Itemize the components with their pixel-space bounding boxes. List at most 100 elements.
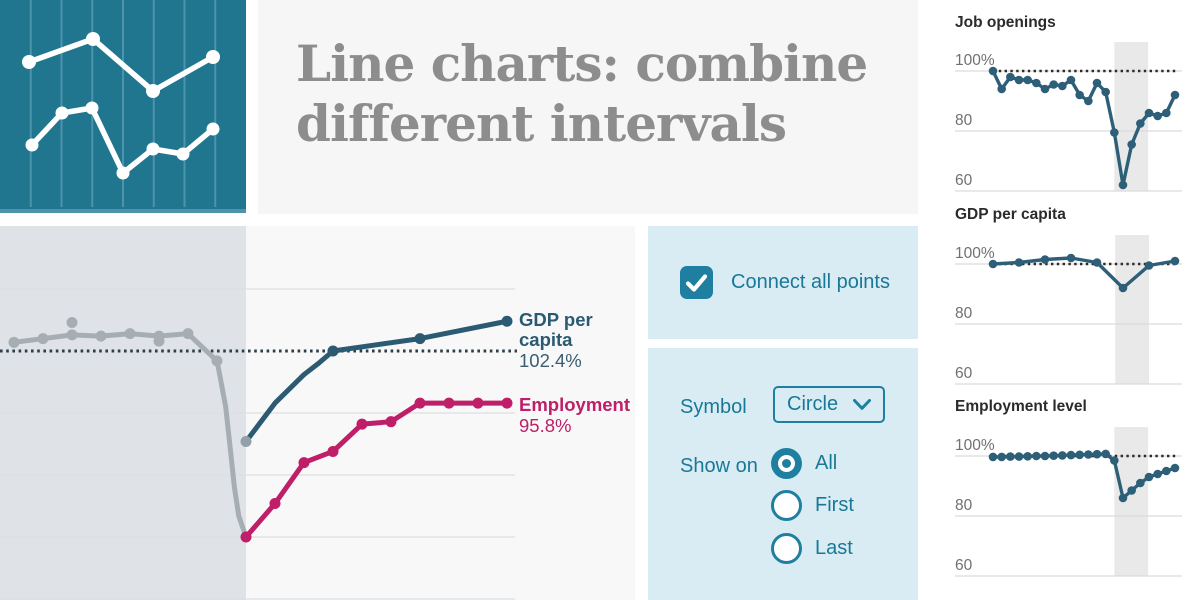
hero-data-point — [176, 147, 190, 161]
mini-chart-job-openings: 100% 80 60 — [955, 42, 1182, 192]
data-point — [1014, 258, 1024, 267]
data-point — [95, 330, 107, 342]
data-point — [1118, 180, 1128, 190]
y-tick-label: 60 — [955, 557, 973, 574]
data-point — [1170, 256, 1180, 266]
data-line — [992, 256, 1176, 290]
legend-employment: Employment 95.8% — [519, 395, 659, 436]
hero-data-line — [26, 36, 216, 94]
data-point — [1136, 119, 1145, 128]
data-point — [8, 336, 20, 348]
radio-last-button[interactable] — [771, 533, 802, 564]
data-point — [269, 498, 281, 510]
data-point — [1014, 452, 1024, 461]
data-point — [1066, 253, 1076, 263]
legend-employment-value: 95.8% — [519, 415, 572, 436]
symbol-dropdown[interactable]: Circle — [773, 386, 885, 423]
symbol-options-panel: Symbol Circle Show on All First Last — [648, 348, 918, 600]
data-point — [1153, 469, 1162, 479]
hero-baseline — [0, 209, 246, 213]
outlier-point — [66, 316, 78, 328]
hero-data-point — [25, 138, 39, 152]
data-line — [243, 400, 510, 540]
radio-option-last[interactable]: Last — [771, 533, 853, 564]
data-point — [1006, 72, 1015, 82]
chevron-down-icon — [853, 399, 871, 410]
show-on-label: Show on — [680, 455, 758, 477]
data-point — [37, 333, 49, 345]
data-line — [993, 452, 1176, 500]
data-point — [1040, 84, 1050, 94]
y-tick-label: 100% — [955, 437, 995, 454]
data-point — [443, 397, 455, 409]
radio-first-label[interactable]: First — [815, 494, 854, 516]
radio-all-button[interactable] — [771, 448, 802, 479]
hero-data-point — [55, 106, 69, 120]
hero-data-point — [22, 55, 36, 69]
data-point — [1170, 90, 1180, 100]
y-tick-label: 60 — [955, 365, 973, 382]
y-tick-label: 80 — [955, 305, 973, 322]
legend-gdp: GDP per capita 102.4% — [519, 310, 615, 371]
connect-all-points-checkbox[interactable] — [680, 266, 713, 299]
data-point — [327, 445, 339, 457]
data-point — [1144, 472, 1154, 482]
data-point — [124, 328, 136, 340]
symbol-label: Symbol — [680, 396, 747, 418]
hero-data-point — [206, 122, 220, 136]
data-point — [1092, 449, 1102, 459]
data-point — [1032, 451, 1041, 461]
recession-band — [1115, 235, 1149, 384]
data-point — [1023, 75, 1032, 85]
data-point — [1092, 78, 1102, 88]
hero-data-point — [86, 32, 100, 46]
data-point — [1040, 451, 1050, 461]
data-point — [1058, 81, 1067, 91]
data-point — [988, 452, 998, 462]
data-line — [991, 70, 1177, 187]
legend-gdp-value: 102.4% — [519, 350, 582, 371]
data-point — [1144, 108, 1154, 118]
data-point — [1162, 108, 1171, 118]
mini-chart-employment-level: 100% 80 60 — [955, 427, 1182, 577]
hero-data-point — [146, 84, 160, 98]
connect-points-panel: Connect all points — [648, 226, 918, 339]
radio-first-button[interactable] — [771, 490, 802, 521]
hero-data-point — [85, 101, 99, 115]
radio-all-label[interactable]: All — [815, 452, 838, 474]
data-point — [988, 259, 998, 269]
hero-line-chart-illustration — [0, 0, 246, 213]
data-point — [472, 397, 484, 409]
header-panel: Line charts: combine different intervals — [258, 0, 918, 214]
y-tick-label: 80 — [955, 497, 973, 514]
data-point — [1118, 493, 1128, 503]
checkmark-icon — [685, 274, 708, 292]
data-point — [1049, 451, 1058, 460]
data-point — [1118, 283, 1128, 293]
data-point — [1092, 258, 1102, 267]
radio-option-first[interactable]: First — [771, 490, 854, 521]
connect-all-points-label[interactable]: Connect all points — [731, 271, 890, 293]
data-point — [997, 84, 1006, 94]
data-point — [240, 531, 252, 543]
data-point — [1101, 449, 1110, 459]
main-chart — [0, 226, 517, 600]
data-point — [1110, 456, 1119, 465]
data-point — [1170, 463, 1180, 473]
data-point — [1075, 90, 1084, 100]
radio-option-all[interactable]: All — [771, 448, 837, 479]
data-point — [1075, 450, 1084, 460]
data-point — [1084, 450, 1093, 459]
radio-last-label[interactable]: Last — [815, 537, 853, 559]
data-point — [182, 328, 194, 340]
data-point — [1066, 75, 1076, 85]
data-point — [298, 457, 310, 469]
data-point — [1144, 261, 1154, 270]
hero-data-point — [146, 142, 160, 156]
data-point — [356, 418, 368, 430]
recession-band — [1114, 427, 1149, 576]
data-point — [501, 315, 513, 327]
data-point — [1040, 255, 1050, 264]
y-tick-label: 100% — [955, 52, 995, 69]
